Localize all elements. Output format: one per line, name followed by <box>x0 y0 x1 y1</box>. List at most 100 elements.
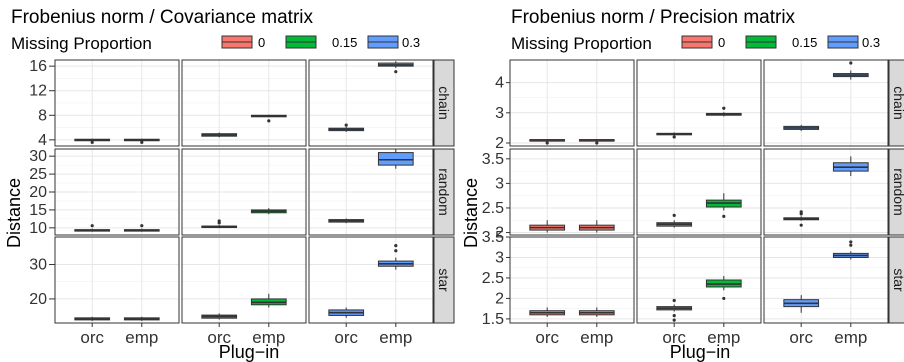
chart-title: Frobenius norm / Precision matrix <box>511 7 796 28</box>
box-random-0.15-orc <box>656 213 693 228</box>
panel-bg <box>637 237 761 323</box>
x-axis-label: Plug−in <box>670 342 731 362</box>
box-star-0.3-orc <box>328 307 365 318</box>
outlier-point <box>849 240 853 244</box>
outlier-point <box>90 224 94 228</box>
x-tick-label: emp <box>125 328 158 347</box>
y-tick-label: 2 <box>495 290 504 307</box>
box-star-0.3-emp <box>832 240 869 260</box>
outlier-point <box>140 224 144 228</box>
strip-label-chain: chain <box>436 86 452 119</box>
y-axis-label: Distance <box>4 178 24 248</box>
y-tick-label: 30 <box>29 257 47 274</box>
box-star-0-emp <box>578 307 615 317</box>
panel-bg <box>764 237 888 323</box>
outlier-point <box>849 61 853 65</box>
legend-label-0.3: 0.3 <box>402 35 420 50</box>
legend-label-0.3: 0.3 <box>862 35 880 50</box>
y-tick-label: 3 <box>495 105 504 122</box>
panel-border <box>308 148 434 236</box>
x-axis-label: Plug−in <box>219 342 280 362</box>
y-tick-label: 3.5 <box>482 151 504 168</box>
panel-border <box>54 236 180 324</box>
panel-border <box>54 148 180 236</box>
outlier-point <box>799 210 803 214</box>
box-random-0.15-emp <box>250 208 287 215</box>
outlier-point <box>672 135 676 139</box>
panel-border <box>636 236 762 324</box>
box-chain-0.3-emp <box>832 61 869 80</box>
box-star-0.3-orc <box>783 295 820 313</box>
outlier-point <box>849 243 853 247</box>
box-star-0-orc <box>529 307 566 317</box>
legend-title: Missing Proportion <box>11 34 152 53</box>
strip-label-star: star <box>436 268 452 292</box>
y-tick-label: 2 <box>495 225 504 242</box>
box-chain-0.3-orc <box>328 123 365 132</box>
outlier-point <box>545 141 549 145</box>
y-tick-label: 8 <box>38 107 47 124</box>
outlier-point <box>799 223 803 227</box>
outlier-point <box>140 140 144 144</box>
outlier-point <box>394 70 398 74</box>
panel-bg <box>764 149 888 235</box>
box-chain-0.15-orc <box>201 132 238 138</box>
box-random-0.15-emp <box>705 193 742 218</box>
outlier-point <box>672 213 676 217</box>
panel-border <box>308 236 434 324</box>
box-chain-0-emp <box>123 138 160 144</box>
box-star-0.15-emp <box>250 293 287 308</box>
outlier-point <box>722 106 726 110</box>
x-tick-label: orc <box>80 328 104 347</box>
outlier-point <box>267 119 271 123</box>
box-random-0.3-orc <box>328 218 365 224</box>
box-chain-0.15-emp <box>705 106 742 117</box>
panel-bg <box>637 149 761 235</box>
box-random-0.3-emp <box>377 149 414 169</box>
outlier-point <box>672 318 676 322</box>
x-tick-label: emp <box>834 328 867 347</box>
x-tick-label: orc <box>334 328 358 347</box>
box-star-0-orc <box>74 316 111 321</box>
x-tick-label: emp <box>379 328 412 347</box>
box-star-0.15-orc <box>656 298 693 322</box>
panel-border <box>181 148 307 236</box>
outlier-point <box>722 214 726 218</box>
panel-border <box>763 59 889 147</box>
y-tick-label: 16 <box>29 58 47 75</box>
box-star-0-emp <box>123 316 160 321</box>
panel-bg <box>764 60 888 146</box>
y-tick-label: 2.5 <box>482 200 504 217</box>
panel-border <box>509 236 635 324</box>
y-tick-label: 1.5 <box>482 311 504 328</box>
box-random-0.3-emp <box>832 156 869 177</box>
x-tick-label: orc <box>662 328 686 347</box>
panel-border <box>308 59 434 147</box>
strip-label-chain: chain <box>891 86 904 119</box>
legend-title: Missing Proportion <box>511 34 652 53</box>
y-tick-label: 10 <box>29 220 47 237</box>
outlier-point <box>672 314 676 318</box>
strip-label-random: random <box>436 168 452 215</box>
strip-chain <box>433 59 455 147</box>
box-chain-0-orc <box>529 139 566 145</box>
panel-border <box>636 59 762 147</box>
box-chain-0-orc <box>74 138 111 144</box>
panel-border <box>636 148 762 236</box>
panel-bg <box>637 60 761 146</box>
panel-border <box>763 148 889 236</box>
panel-border <box>509 59 635 147</box>
strip-random <box>888 148 904 236</box>
outlier-point <box>722 296 726 301</box>
x-tick-label: orc <box>535 328 559 347</box>
y-tick-label: 2 <box>495 135 504 152</box>
x-tick-label: emp <box>707 328 740 347</box>
x-tick-label: orc <box>207 328 231 347</box>
y-tick-label: 20 <box>29 291 47 308</box>
box-random-0.3-orc <box>783 210 820 227</box>
box-star-0.3-emp <box>377 244 414 270</box>
x-tick-label: emp <box>580 328 613 347</box>
strip-chain <box>888 59 904 147</box>
